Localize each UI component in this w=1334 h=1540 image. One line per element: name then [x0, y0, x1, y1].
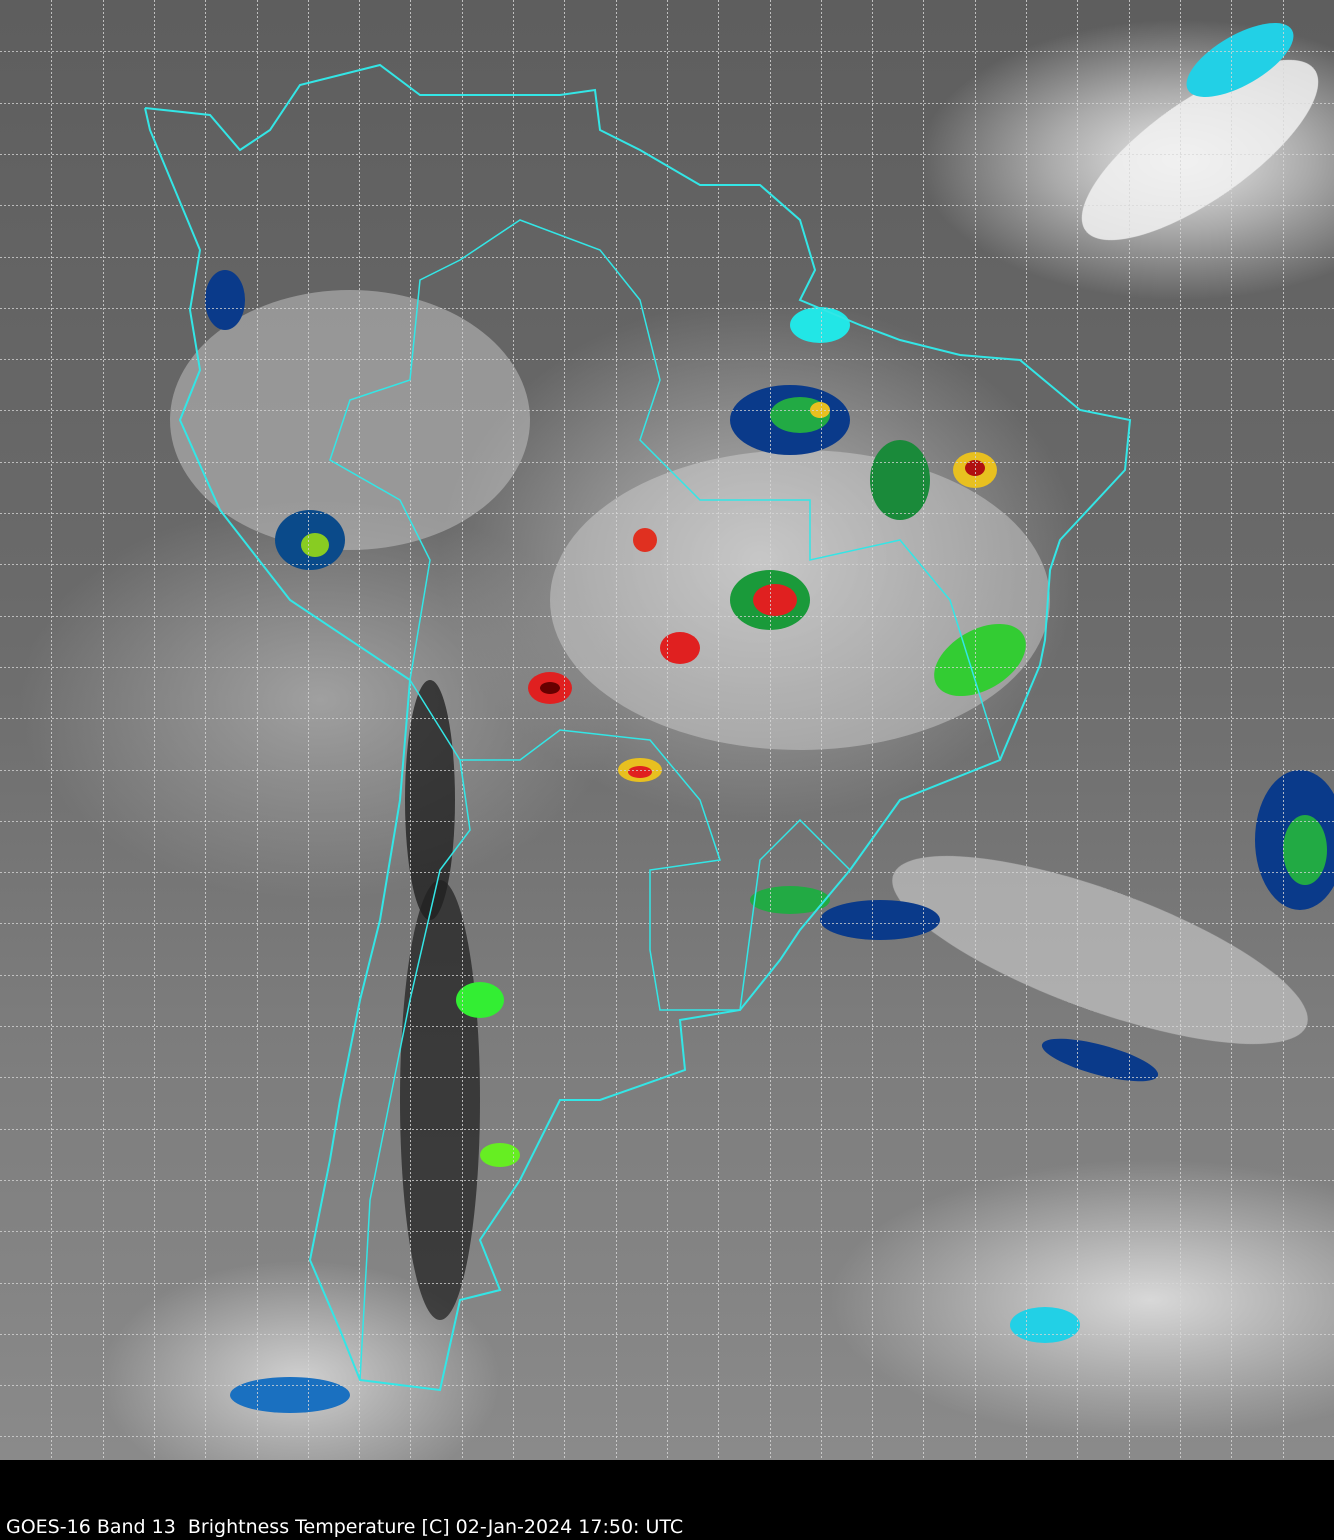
chile-argentina-border	[359, 679, 471, 1381]
continent-border	[144, 63, 1132, 1392]
country-borders	[329, 219, 1001, 761]
convective-cells	[205, 23, 1334, 1413]
satellite-image	[0, 0, 1334, 1460]
cloud-tops	[170, 59, 1319, 1320]
country-borders-south	[460, 729, 851, 1011]
image-caption: GOES-16 Band 13 Brightness Temperature […	[6, 1516, 684, 1538]
map-overlay	[0, 0, 1334, 1460]
lat-lon-grid	[0, 0, 1334, 1460]
